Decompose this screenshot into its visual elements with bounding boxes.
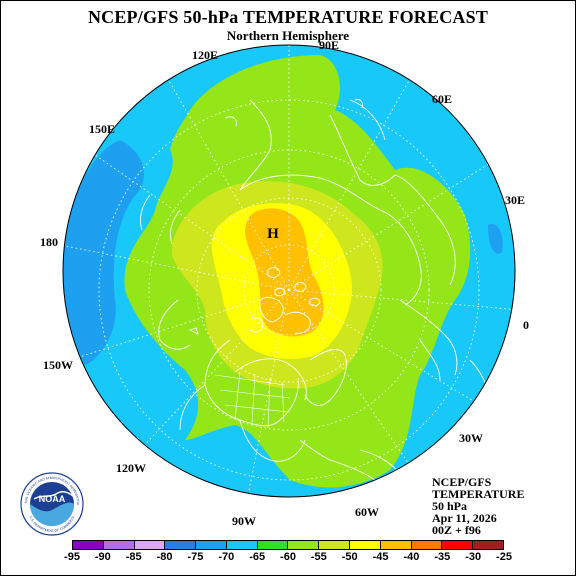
color-scale-tick-label: -25 — [496, 551, 512, 563]
color-swatch — [473, 541, 503, 549]
color-swatch — [319, 541, 351, 549]
color-swatch — [196, 541, 227, 549]
lon-label-90w: 90W — [232, 514, 256, 528]
lon-label-150w: 150W — [43, 358, 73, 372]
color-scale-tick-label: -70 — [218, 551, 235, 563]
lon-label-120e: 120E — [192, 48, 219, 62]
band-neg75-neg70-west — [63, 140, 144, 365]
color-scale-bar — [72, 540, 504, 550]
color-swatch — [442, 541, 474, 549]
noaa-logo: NOAA NATIONAL OCEANIC AND ATMOSPHERIC AD… — [20, 472, 84, 536]
color-scale-tick-label: -40 — [403, 551, 420, 563]
lon-label-0: 0 — [523, 318, 529, 332]
lon-label-30w: 30W — [459, 431, 483, 445]
color-scale-tick-label: -80 — [156, 551, 173, 563]
color-swatch — [380, 541, 412, 549]
color-swatch — [257, 541, 289, 549]
band-neg50-neg45 — [245, 208, 324, 337]
info-variable: TEMPERATURE — [432, 487, 525, 501]
color-swatch — [73, 541, 104, 549]
color-swatch — [411, 541, 443, 549]
color-scale-tick-label: -55 — [310, 551, 327, 563]
info-model: NCEP/GFS — [432, 475, 492, 489]
color-scale-tick-label: -95 — [64, 551, 80, 563]
lon-label-30e: 30E — [505, 193, 526, 207]
lon-label-60w: 60W — [355, 505, 379, 519]
lon-label-90e: 90E — [319, 38, 340, 52]
lon-label-150e: 150E — [89, 122, 116, 136]
color-scale-tick-label: -65 — [249, 551, 266, 563]
band-neg75-neg70-east — [488, 224, 503, 254]
color-swatch — [226, 541, 258, 549]
color-scale-ticks: -95 -90 -85 -80 -75 -70 -65 -60 -55 -50 -45 -40 -35 -… — [64, 551, 512, 565]
state-boundaries — [214, 371, 291, 429]
forecast-info: NCEP/GFS TEMPERATURE 50 hPa Apr 11, 2026… — [432, 476, 572, 536]
noaa-logo-text: NOAA — [39, 494, 66, 504]
color-scale-tick-label: -50 — [341, 551, 358, 563]
lon-label-60e: 60E — [432, 92, 453, 106]
color-swatch — [165, 541, 197, 549]
info-date: Apr 11, 2026 — [432, 511, 497, 525]
color-scale-tick-label: -30 — [465, 551, 482, 563]
lon-label-120w: 120W — [116, 461, 146, 475]
map-subtitle: Northern Hemisphere — [226, 28, 350, 43]
color-scale-tick-label: -85 — [125, 551, 142, 563]
color-scale-tick-label: -35 — [434, 551, 451, 563]
color-scale-tick-label: -90 — [94, 551, 111, 563]
color-scale-tick-label: -45 — [372, 551, 389, 563]
color-swatch — [350, 541, 381, 549]
lon-label-180: 180 — [40, 235, 58, 249]
high-marker: H — [267, 226, 279, 242]
map-title: NCEP/GFS 50-hPa TEMPERATURE FORECAST — [87, 7, 489, 27]
color-scale-tick-label: -60 — [280, 551, 296, 563]
color-scale-tick-label: -75 — [187, 551, 204, 563]
hemisphere-border — [62, 44, 516, 498]
info-forecast-hour: 00Z + f96 — [432, 523, 481, 537]
color-swatch — [134, 541, 166, 549]
color-swatch — [103, 541, 135, 549]
info-level: 50 hPa — [432, 499, 468, 513]
color-swatch — [288, 541, 320, 549]
